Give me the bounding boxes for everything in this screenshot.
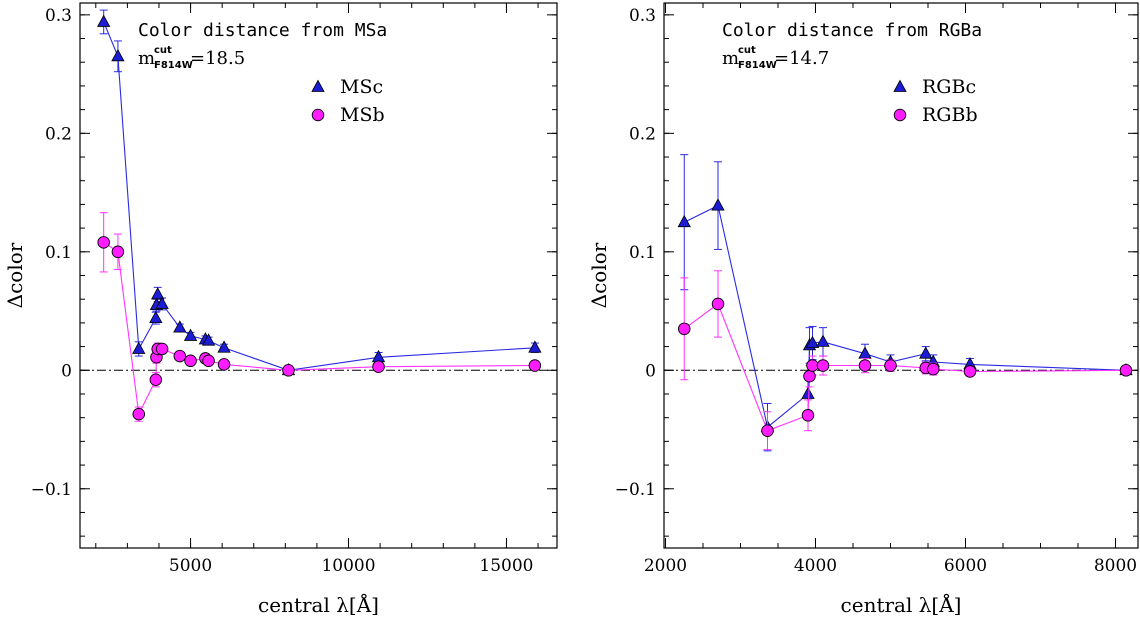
data-point-circle [927, 362, 940, 376]
data-point-triangle [371, 349, 386, 363]
data-point-triangle [805, 335, 820, 348]
y-tick-label: 0.1 [629, 243, 656, 263]
y-tick-label: 0.2 [45, 124, 72, 144]
x-tick-label: 15000 [479, 556, 533, 576]
data-point-circle [816, 359, 830, 372]
data-point-circle [97, 236, 110, 249]
data-point-circle [801, 409, 815, 422]
legend-label: RGBc [922, 76, 976, 98]
y-tick-label: 0.3 [45, 6, 72, 26]
x-tick-label: 2000 [644, 556, 687, 576]
data-point-circle [806, 359, 819, 372]
x-tick-label: 10000 [321, 556, 375, 576]
data-point-circle [858, 359, 872, 372]
data-point-circle [184, 354, 197, 368]
x-tick-label: 5000 [169, 556, 212, 576]
data-point-triangle [183, 328, 198, 341]
cut-subscript: F814W [738, 60, 777, 71]
legend-label: MSc [340, 76, 383, 98]
data-point-triangle [217, 340, 231, 353]
right-panel: 2000 4000 6000 8000 −0.1 0 0.1 0.2 0.3 central λ[… [587, 2, 1139, 617]
cut-value: =18.5 [190, 48, 245, 69]
x-tick-label: 6000 [944, 556, 987, 576]
data-point-triangle [816, 334, 830, 347]
data-point-circle [963, 365, 977, 378]
data-point-circle [155, 342, 169, 356]
y-tick-label: 0.3 [629, 6, 656, 26]
data-point-triangle [151, 287, 165, 300]
y-axis-label: Δcolor [587, 242, 611, 308]
data-point-triangle [677, 214, 691, 228]
data-point-circle [761, 424, 774, 437]
cut-magnitude-symbol: m [722, 48, 739, 69]
legend-marker-circle [311, 108, 325, 122]
cut-superscript: cut [738, 45, 756, 56]
data-point-triangle [97, 14, 111, 27]
y-tick-label: −0.1 [615, 480, 656, 500]
series-line-RGBc [684, 204, 1127, 429]
cut-superscript: cut [154, 45, 172, 56]
series-RGBc [677, 154, 1133, 452]
legend-label: MSb [340, 104, 385, 126]
series-line-MSb [103, 241, 535, 416]
x-axis-label: central λ[Å] [841, 592, 962, 617]
x-tick-label: 8000 [1094, 556, 1137, 576]
legend-marker-triangle [311, 79, 325, 92]
data-point-circle [678, 322, 691, 336]
data-point-circle [202, 354, 215, 368]
left-panel: 5000 10000 15000 −0.1 0 0.1 0.2 0.3 central λ[Å]… [3, 2, 558, 617]
data-point-triangle [528, 340, 542, 353]
data-point-triangle [173, 320, 187, 333]
data-point-circle [711, 297, 725, 311]
legend-label: RGBb [922, 104, 978, 126]
data-point-circle [803, 369, 816, 383]
x-axis-label: central λ[Å] [258, 592, 379, 617]
data-point-circle [282, 364, 295, 377]
legend-marker-circle [893, 108, 907, 122]
y-tick-label: 0 [61, 361, 72, 381]
data-point-triangle [201, 333, 216, 346]
data-point-triangle [711, 198, 725, 211]
series-line-MSc [103, 21, 535, 371]
data-point-triangle [919, 346, 933, 359]
data-point-circle [372, 360, 385, 373]
x-tick-label: 4000 [794, 556, 837, 576]
cut-subscript: F814W [154, 60, 193, 71]
cut-value: =14.7 [774, 48, 829, 69]
y-axis-label: Δcolor [3, 242, 27, 308]
data-point-circle [149, 373, 163, 387]
y-tick-label: 0.1 [45, 243, 72, 263]
y-tick-label: −0.1 [31, 480, 72, 500]
series-RGBb [678, 270, 1133, 451]
data-point-triangle [149, 310, 163, 324]
data-point-circle [132, 407, 146, 421]
data-point-triangle [111, 48, 125, 62]
cut-magnitude-symbol: m [138, 48, 155, 69]
series-MSc [97, 9, 542, 376]
data-point-circle [528, 359, 542, 372]
legend-marker-triangle [893, 79, 907, 92]
data-point-circle [217, 358, 231, 371]
annotation-title: Color distance from RGBa [722, 20, 982, 41]
data-point-circle [173, 349, 187, 363]
data-point-triangle [132, 341, 146, 354]
annotation-title: Color distance from MSa [138, 20, 387, 41]
data-point-circle [1119, 364, 1133, 377]
data-point-circle [884, 359, 897, 372]
y-tick-label: 0 [645, 361, 656, 381]
data-point-triangle [801, 386, 815, 399]
data-point-circle [111, 245, 125, 259]
y-tick-label: 0.2 [629, 124, 656, 144]
series-MSb [97, 212, 542, 422]
data-point-triangle [155, 296, 169, 309]
